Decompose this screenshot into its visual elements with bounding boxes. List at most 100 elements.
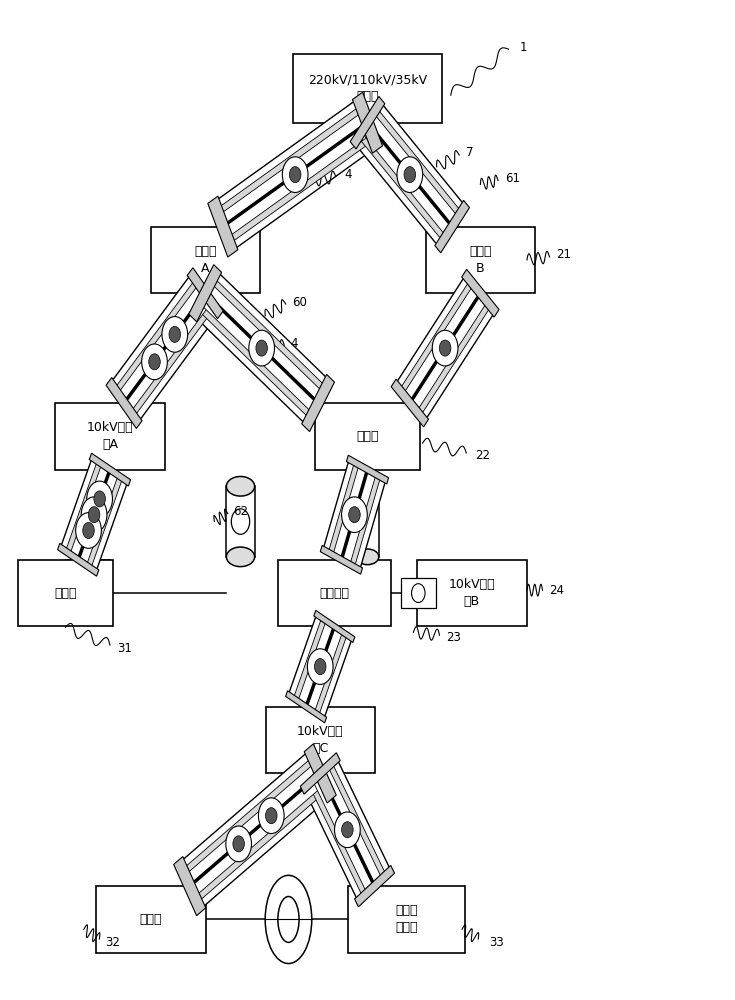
Circle shape xyxy=(256,340,268,356)
Text: 22: 22 xyxy=(476,449,490,462)
Bar xyxy=(356,486,379,557)
Polygon shape xyxy=(304,744,337,803)
Text: 60: 60 xyxy=(292,296,307,309)
Circle shape xyxy=(282,157,308,192)
Circle shape xyxy=(233,836,245,852)
Text: 充电桩: 充电桩 xyxy=(54,587,76,600)
Polygon shape xyxy=(198,279,325,417)
Circle shape xyxy=(148,354,160,370)
Circle shape xyxy=(412,584,425,603)
Polygon shape xyxy=(334,468,376,562)
Bar xyxy=(401,578,436,608)
Circle shape xyxy=(265,808,277,824)
Polygon shape xyxy=(194,271,329,425)
Bar xyxy=(265,707,375,773)
Polygon shape xyxy=(189,766,321,894)
Text: 分布式
能源站: 分布式 能源站 xyxy=(395,904,417,934)
Text: 220kV/110kV/35kV
变电站: 220kV/110kV/35kV 变电站 xyxy=(308,73,427,103)
Polygon shape xyxy=(214,98,376,251)
Polygon shape xyxy=(329,464,380,566)
Polygon shape xyxy=(346,455,389,484)
Polygon shape xyxy=(60,458,128,572)
Polygon shape xyxy=(288,614,352,719)
Text: 21: 21 xyxy=(556,248,572,261)
Bar xyxy=(417,560,526,626)
Polygon shape xyxy=(294,619,347,714)
Polygon shape xyxy=(405,288,485,408)
Text: 10kV变压
器B: 10kV变压 器B xyxy=(448,578,495,608)
Polygon shape xyxy=(204,286,320,410)
Polygon shape xyxy=(354,865,395,907)
Circle shape xyxy=(169,326,181,342)
Polygon shape xyxy=(106,378,142,428)
Text: 10kV变压
器C: 10kV变压 器C xyxy=(297,725,343,755)
Ellipse shape xyxy=(226,476,254,496)
Circle shape xyxy=(290,167,301,183)
Bar xyxy=(293,54,442,123)
Polygon shape xyxy=(314,610,355,642)
Text: 62: 62 xyxy=(234,505,248,518)
Polygon shape xyxy=(179,750,331,909)
Text: 开闭所
A: 开闭所 A xyxy=(194,245,217,275)
Polygon shape xyxy=(435,200,470,253)
Circle shape xyxy=(307,649,333,684)
Text: 32: 32 xyxy=(105,936,120,949)
Polygon shape xyxy=(120,287,209,409)
Polygon shape xyxy=(391,379,429,427)
Polygon shape xyxy=(309,764,385,895)
Text: 柱上开关: 柱上开关 xyxy=(319,587,349,600)
Polygon shape xyxy=(66,462,122,567)
Circle shape xyxy=(432,330,458,366)
Circle shape xyxy=(249,330,274,366)
Text: 1: 1 xyxy=(519,41,527,54)
Text: 23: 23 xyxy=(447,631,462,644)
Polygon shape xyxy=(354,102,465,247)
Bar xyxy=(55,403,165,470)
Polygon shape xyxy=(353,92,382,153)
Circle shape xyxy=(226,826,251,862)
Circle shape xyxy=(342,497,368,533)
Polygon shape xyxy=(350,96,385,149)
Circle shape xyxy=(440,340,451,356)
Polygon shape xyxy=(110,274,219,423)
Polygon shape xyxy=(57,543,98,576)
Text: 4: 4 xyxy=(344,168,352,181)
Text: 61: 61 xyxy=(505,172,520,185)
Circle shape xyxy=(88,507,100,523)
Polygon shape xyxy=(301,374,334,432)
Bar xyxy=(348,886,465,953)
Polygon shape xyxy=(462,269,499,317)
Polygon shape xyxy=(359,110,460,240)
Text: 环网柜: 环网柜 xyxy=(356,430,379,443)
Polygon shape xyxy=(189,265,222,322)
Circle shape xyxy=(334,812,360,848)
Bar xyxy=(151,227,260,293)
Polygon shape xyxy=(315,770,381,890)
Bar xyxy=(278,560,391,626)
Polygon shape xyxy=(173,857,206,916)
Text: 10kV变压
器A: 10kV变压 器A xyxy=(87,421,133,451)
Circle shape xyxy=(259,798,284,834)
Circle shape xyxy=(82,497,107,533)
Polygon shape xyxy=(301,753,340,794)
Polygon shape xyxy=(286,691,326,723)
Circle shape xyxy=(342,822,354,838)
Polygon shape xyxy=(90,453,131,486)
Bar xyxy=(18,560,113,626)
Polygon shape xyxy=(320,545,362,574)
Ellipse shape xyxy=(278,897,299,942)
Text: 7: 7 xyxy=(466,146,474,159)
Bar xyxy=(96,886,206,953)
Bar xyxy=(426,227,535,293)
Bar xyxy=(315,403,420,470)
Circle shape xyxy=(404,167,415,183)
Polygon shape xyxy=(298,623,342,710)
Circle shape xyxy=(397,157,423,192)
Polygon shape xyxy=(304,758,391,901)
Polygon shape xyxy=(218,107,372,242)
Circle shape xyxy=(87,481,112,517)
Polygon shape xyxy=(401,282,490,414)
Circle shape xyxy=(83,522,94,539)
Circle shape xyxy=(76,513,101,548)
Polygon shape xyxy=(223,114,368,235)
